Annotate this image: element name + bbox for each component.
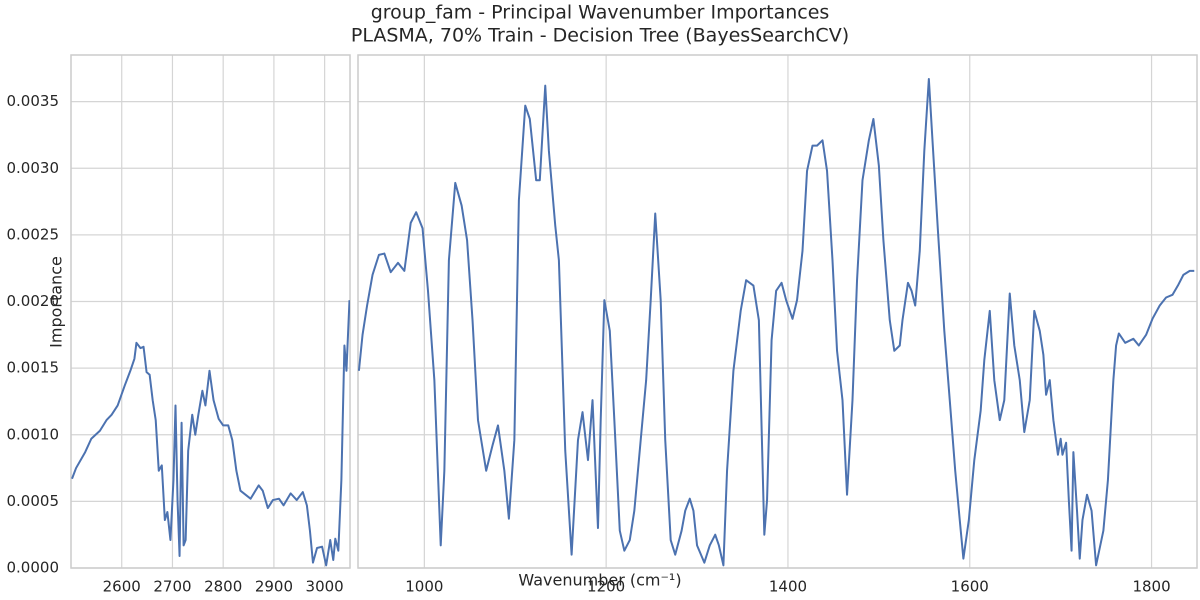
- y-tick-label: 0.0010: [7, 425, 60, 443]
- y-axis-label: Importance: [47, 256, 66, 348]
- y-tick-label: 0.0020: [7, 292, 60, 310]
- y-tick-label: 0.0015: [7, 359, 60, 377]
- y-tick-label: 0.0025: [7, 225, 60, 243]
- x-tick-label: 1600: [951, 578, 989, 596]
- data-line: [358, 77, 1195, 567]
- chart-title: group_fam - Principal Wavenumber Importa…: [371, 2, 830, 24]
- y-tick-label: 0.0035: [7, 92, 60, 110]
- x-tick-label: 1800: [1132, 578, 1170, 596]
- y-tick-label: 0.0005: [7, 492, 60, 510]
- x-tick-label: 1400: [769, 578, 807, 596]
- x-tick-label: 1200: [587, 578, 625, 596]
- x-tick-label: 2700: [153, 578, 191, 596]
- chart-subtitle: PLASMA, 70% Train - Decision Tree (Bayes…: [351, 25, 849, 47]
- x-tick-label: 2600: [103, 578, 141, 596]
- x-tick-label: 1000: [405, 578, 443, 596]
- x-tick-label: 3000: [306, 578, 344, 596]
- plot-frame: [357, 54, 1198, 569]
- y-tick-label: 0.0000: [7, 559, 60, 577]
- data-line: [71, 300, 350, 567]
- x-tick-label: 2900: [255, 578, 293, 596]
- x-axis-label: Wavenumber (cm⁻¹): [518, 571, 681, 590]
- x-tick-label: 2800: [204, 578, 242, 596]
- y-tick-label: 0.0030: [7, 159, 60, 177]
- plot-frame: [70, 54, 351, 569]
